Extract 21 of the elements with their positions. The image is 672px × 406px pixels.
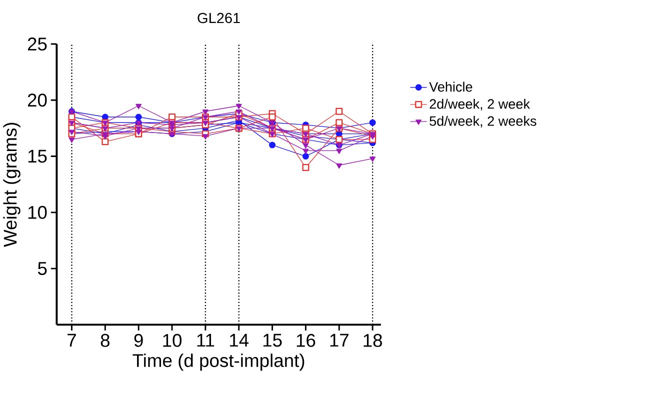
x-tick-label: 14 — [230, 334, 249, 347]
chart-title: GL261 — [198, 13, 240, 24]
x-tick-label: 11 — [197, 334, 214, 347]
x-tick-label: 18 — [364, 334, 382, 348]
x-axis-title: Time (d post-implant) — [132, 354, 304, 371]
y-tick-label: 5 — [38, 262, 47, 276]
y-tick-label: 20 — [28, 94, 47, 107]
legend-label: 2d/week, 2 week — [430, 99, 530, 111]
y-tick-label: 25 — [28, 38, 47, 51]
y-tick-label: 15 — [28, 150, 47, 163]
x-tick-label: 8 — [100, 334, 110, 348]
x-tick-label: 7 — [68, 334, 76, 347]
y-axis-title: Weight (grams) — [3, 123, 20, 248]
x-tick-label: 15 — [263, 334, 282, 347]
x-tick-label: 10 — [163, 334, 182, 348]
x-tick-label: 17 — [330, 334, 348, 347]
legend-label: 5d/week, 2 weeks — [430, 116, 536, 128]
legend-label: Vehicle — [429, 82, 472, 92]
y-tick-label: 10 — [28, 206, 47, 220]
x-tick-label: 16 — [296, 334, 316, 348]
x-tick-label: 9 — [134, 334, 143, 348]
